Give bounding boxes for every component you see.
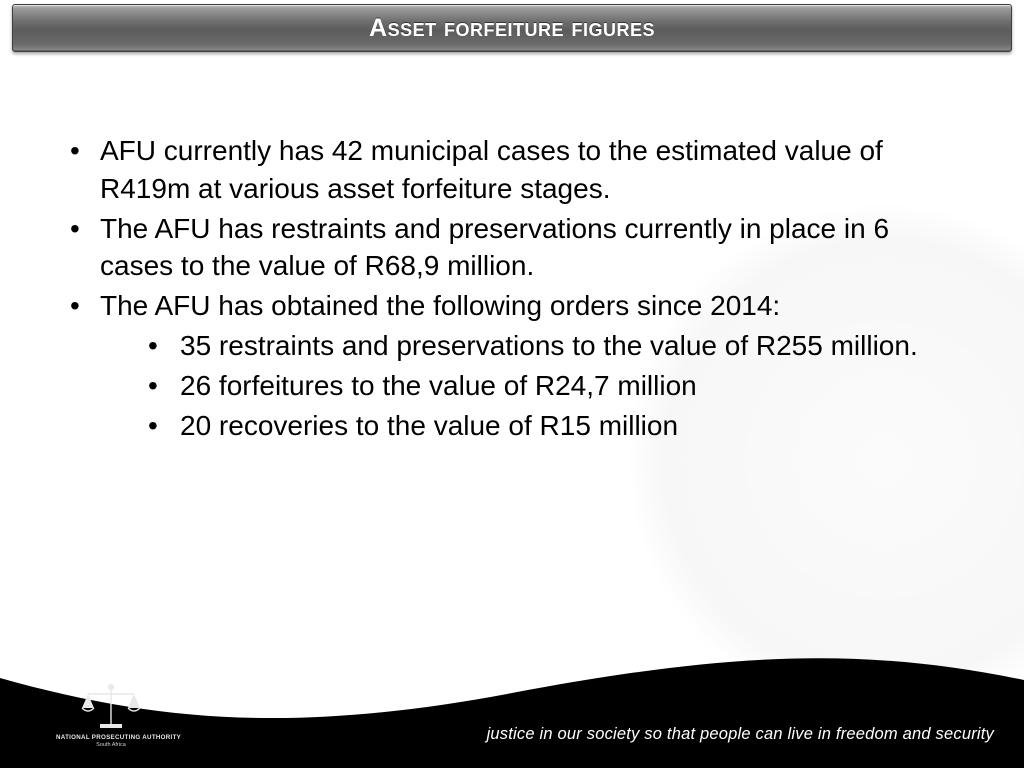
- slide-title: Asset forfeiture figures: [369, 14, 655, 43]
- slide: Asset forfeiture figures AFU currently h…: [0, 0, 1024, 768]
- bullet-item: The AFU has restraints and preservations…: [60, 210, 960, 286]
- footer: NATIONAL PROSECUTING AUTHORITY South Afr…: [0, 638, 1024, 768]
- sub-bullet-text: 35 restraints and preservations to the v…: [180, 330, 918, 361]
- scales-icon: [76, 680, 146, 732]
- bullet-text: The AFU has restraints and preservations…: [100, 213, 889, 282]
- sub-bullet-text: 20 recoveries to the value of R15 millio…: [180, 410, 678, 441]
- bullet-item: AFU currently has 42 municipal cases to …: [60, 132, 960, 208]
- footer-tagline: justice in our society so that people ca…: [487, 725, 994, 744]
- logo-caption-line2: South Africa: [56, 742, 166, 748]
- sub-bullet-text: 26 forfeitures to the value of R24,7 mil…: [180, 370, 697, 401]
- sub-bullet-item: 26 forfeitures to the value of R24,7 mil…: [134, 367, 960, 405]
- footer-logo: NATIONAL PROSECUTING AUTHORITY South Afr…: [56, 680, 166, 748]
- bullet-list: AFU currently has 42 municipal cases to …: [60, 132, 960, 444]
- sub-bullet-list: 35 restraints and preservations to the v…: [100, 327, 960, 444]
- sub-bullet-item: 20 recoveries to the value of R15 millio…: [134, 407, 960, 445]
- footer-wave-icon: [0, 638, 1024, 768]
- bullet-text: AFU currently has 42 municipal cases to …: [100, 135, 883, 204]
- sub-bullet-item: 35 restraints and preservations to the v…: [134, 327, 960, 365]
- bullet-text: The AFU has obtained the following order…: [100, 290, 780, 321]
- content-area: AFU currently has 42 municipal cases to …: [60, 132, 960, 446]
- bullet-item: The AFU has obtained the following order…: [60, 287, 960, 444]
- logo-caption-line1: NATIONAL PROSECUTING AUTHORITY: [56, 734, 166, 741]
- title-bar: Asset forfeiture figures: [12, 4, 1012, 52]
